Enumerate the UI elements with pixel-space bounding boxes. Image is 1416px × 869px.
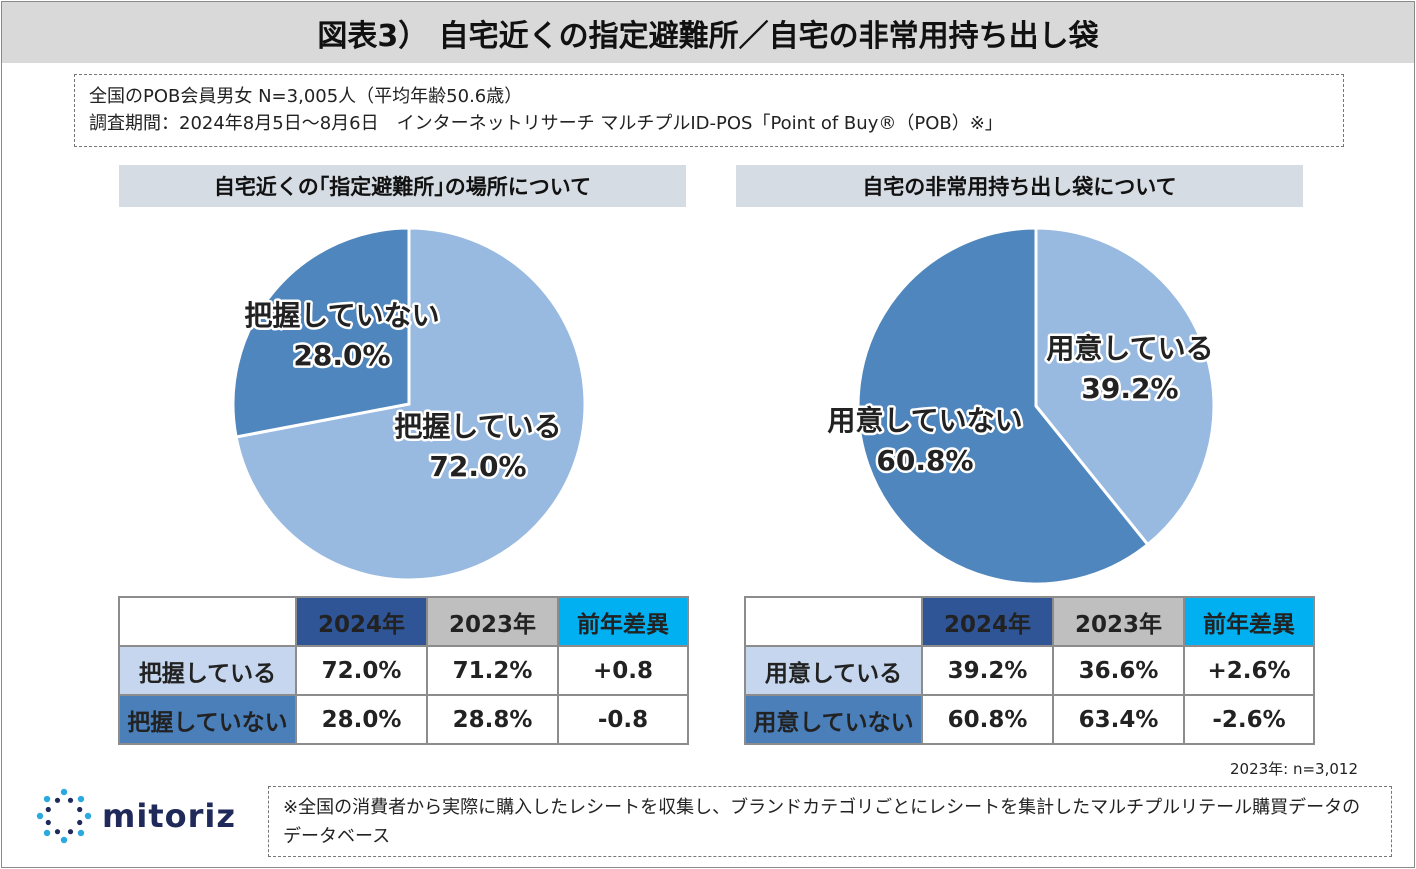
pie-slice-label: 用意している: [1046, 332, 1213, 365]
col-header-2024: 2024年: [921, 596, 1054, 647]
logo-dot: [77, 829, 85, 837]
pie-slice-label: 把握している: [394, 410, 561, 443]
table-row: 用意している 39.2% 36.6% +2.6%: [744, 645, 1315, 696]
survey-info-box: 全国のPOB会員男女 N=3,005人（平均年齢50.6歳） 調査期間：2024…: [74, 74, 1344, 147]
left-stats-table: 2024年 2023年 前年差異 把握している 72.0% 71.2% +0.8…: [118, 596, 689, 745]
logo-dot: [84, 812, 92, 820]
col-header-diff: 前年差異: [557, 596, 689, 647]
cell-2023: 28.8%: [426, 694, 559, 745]
pie-slice-value: 60.8%: [876, 444, 973, 477]
logo-dot: [60, 836, 68, 844]
logo-dot: [77, 795, 85, 803]
pie-slice-value: 72.0%: [429, 450, 526, 483]
col-header-2023: 2023年: [1052, 596, 1185, 647]
cell-2024: 60.8%: [921, 694, 1054, 745]
company-logo: mitoriz: [34, 786, 236, 846]
table-row: 把握していない 28.0% 28.8% -0.8: [118, 694, 689, 745]
logo-dot: [54, 829, 61, 835]
cell-2024: 72.0%: [295, 645, 428, 696]
cell-diff: +2.6%: [1183, 645, 1315, 696]
cell-2024: 39.2%: [921, 645, 1054, 696]
logo-dot: [77, 806, 83, 813]
logo-dot: [43, 795, 51, 803]
pie-slice-value: 39.2%: [1081, 372, 1178, 405]
col-header-diff: 前年差異: [1183, 596, 1315, 647]
logo-dot: [67, 829, 74, 835]
pie-slice-value: 28.0%: [293, 339, 390, 372]
footnote-box: ※全国の消費者から実際に購入したレシートを収集し、ブランドカテゴリごとにレシート…: [268, 786, 1392, 857]
logo-dot: [60, 788, 68, 796]
cell-2023: 71.2%: [426, 645, 559, 696]
table-corner-cell: [118, 596, 297, 647]
table-header-row: 2024年 2023年 前年差異: [744, 596, 1315, 647]
right-chart-title: 自宅の非常用持ち出し袋について: [736, 165, 1303, 207]
figure-title: 図表3） 自宅近くの指定避難所／自宅の非常用持ち出し袋: [2, 2, 1414, 63]
logo-dot: [45, 806, 51, 813]
survey-period-line: 調査期間：2024年8月5日～8月6日 インターネットリサーチ マルチプルID-…: [89, 113, 1003, 134]
cell-2023: 63.4%: [1052, 694, 1185, 745]
table-row: 用意していない 60.8% 63.4% -2.6%: [744, 694, 1315, 745]
row-label: 用意していない: [744, 694, 923, 745]
logo-text: mitoriz: [102, 797, 236, 835]
cell-diff: -2.6%: [1183, 694, 1315, 745]
pie-slice: [1034, 226, 1216, 547]
sparkle-logo-icon: [36, 788, 92, 844]
pie-slice-label: 把握していない: [244, 299, 439, 332]
pie-slice: [231, 226, 411, 439]
cell-2023: 36.6%: [1052, 645, 1185, 696]
cell-2024: 28.0%: [295, 694, 428, 745]
right-stats-table: 2024年 2023年 前年差異 用意している 39.2% 36.6% +2.6…: [744, 596, 1315, 745]
pie-right: 用意している 39.2% 用意していない 60.8%: [825, 226, 1216, 586]
row-label: 把握している: [118, 645, 297, 696]
logo-dot: [43, 829, 51, 837]
logo-dot: [36, 812, 44, 820]
col-header-2023: 2023年: [426, 596, 559, 647]
cell-diff: -0.8: [557, 694, 689, 745]
pie-left: 把握している 72.0% 把握していない 28.0%: [231, 226, 587, 582]
table-row: 把握している 72.0% 71.2% +0.8: [118, 645, 689, 696]
logo-dot: [67, 797, 74, 803]
row-label: 用意している: [744, 645, 923, 696]
pie-slice: [856, 226, 1150, 586]
pie-slice: [234, 226, 587, 582]
logo-dot: [77, 819, 83, 826]
logo-dot: [45, 819, 51, 826]
pie-slice-label: 用意していない: [827, 404, 1022, 437]
col-header-2024: 2024年: [295, 596, 428, 647]
table-corner-cell: [744, 596, 923, 647]
logo-dot: [54, 797, 61, 803]
row-label: 把握していない: [118, 694, 297, 745]
left-chart-title: 自宅近くの｢指定避難所｣の場所について: [119, 165, 686, 207]
sample-size-note: 2023年: n=3,012: [1229, 760, 1358, 778]
survey-sample-line: 全国のPOB会員男女 N=3,005人（平均年齢50.6歳）: [89, 86, 523, 107]
cell-diff: +0.8: [557, 645, 689, 696]
table-header-row: 2024年 2023年 前年差異: [118, 596, 689, 647]
